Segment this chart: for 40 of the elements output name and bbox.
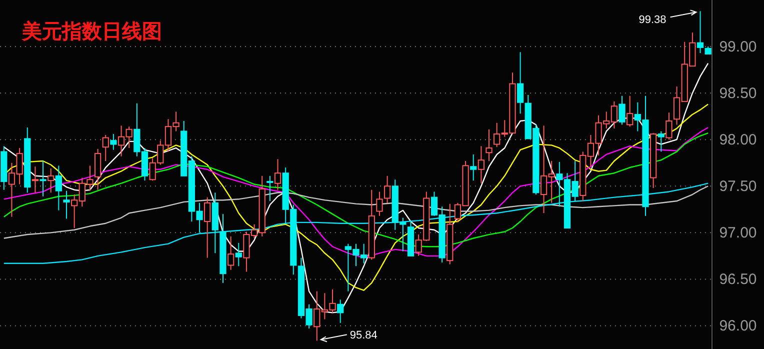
candlestick <box>266 175 274 202</box>
candlestick <box>516 52 524 114</box>
candlestick <box>110 134 117 150</box>
text: 美元指数日线图 <box>21 19 162 43</box>
y-tick-label: 97.50 <box>719 178 757 196</box>
candlestick <box>618 95 626 126</box>
y-tick-label: 99.00 <box>719 38 757 56</box>
candlestick <box>384 175 391 204</box>
y-tick-label: 96.50 <box>719 271 757 288</box>
candlestick <box>48 168 54 194</box>
candlestick <box>486 128 492 162</box>
candlestick <box>235 242 242 267</box>
candlestick <box>478 146 485 184</box>
candlestick <box>666 112 672 140</box>
candlestick <box>658 130 664 152</box>
candlestick <box>32 166 39 194</box>
y-tick-label: 96.00 <box>719 318 757 335</box>
annotation: 99.38 <box>638 14 666 26</box>
line-series <box>3 62 709 314</box>
candlestick <box>204 196 211 258</box>
candlestick <box>470 154 477 182</box>
candlestick <box>63 190 70 220</box>
candlestick <box>337 299 344 324</box>
annotation: 95.84 <box>320 330 378 342</box>
annotation: 95.84 <box>350 330 378 342</box>
candlestick <box>94 148 102 190</box>
y-tick-label: 98.50 <box>719 85 757 102</box>
candlestick <box>274 158 282 190</box>
line-series <box>3 182 709 264</box>
candlestick <box>626 95 634 128</box>
y-tick-label: 98.00 <box>719 132 757 149</box>
line-series <box>3 186 709 239</box>
annotation: 99.38 <box>638 10 698 26</box>
candlestick <box>227 236 234 270</box>
candlestick <box>55 165 62 211</box>
candlestick <box>40 160 46 197</box>
y-tick-label: 97.00 <box>719 224 757 242</box>
candlestick <box>376 191 383 216</box>
candlestick <box>696 10 704 54</box>
candlestick <box>102 134 109 162</box>
